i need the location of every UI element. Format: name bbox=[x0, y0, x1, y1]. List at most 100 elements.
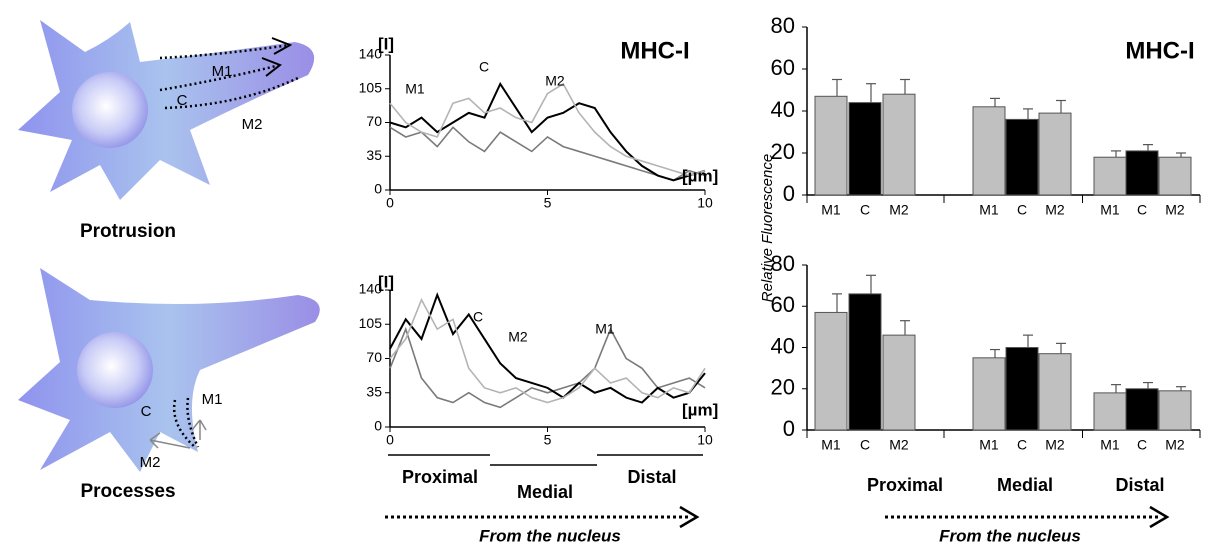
bar bbox=[1038, 112, 1072, 196]
bar bbox=[1038, 353, 1072, 431]
x-tick-label: 5 bbox=[544, 432, 552, 448]
bar bbox=[972, 357, 1006, 431]
series-label: C bbox=[473, 309, 483, 325]
group-label: Distal bbox=[627, 467, 676, 487]
y-tick-label: 0 bbox=[783, 181, 795, 206]
y-tick-label: 105 bbox=[359, 315, 383, 331]
x-axis-label: [µm] bbox=[682, 400, 718, 419]
y-tick-label: 60 bbox=[771, 292, 795, 317]
x-tick-label: 10 bbox=[697, 432, 713, 448]
y-axis-label: [I] bbox=[378, 34, 394, 53]
y-tick-label: 80 bbox=[771, 13, 795, 38]
x-tick-label: C bbox=[1017, 437, 1027, 453]
y-tick-label: 40 bbox=[771, 333, 795, 358]
x-tick-label: C bbox=[860, 437, 870, 453]
y-tick-label: 0 bbox=[374, 418, 382, 434]
x-tick-label: C bbox=[1137, 202, 1147, 218]
group-label: Medial bbox=[997, 475, 1053, 495]
x-tick-label: M1 bbox=[979, 437, 999, 453]
bar bbox=[1125, 388, 1159, 431]
caption: Processes bbox=[80, 481, 175, 502]
y-tick-label: 105 bbox=[359, 79, 383, 95]
y-tick-label: 40 bbox=[771, 97, 795, 122]
series-label: M1 bbox=[405, 81, 425, 97]
bar bbox=[1125, 150, 1159, 196]
group-label: Distal bbox=[1115, 475, 1164, 495]
group-label: Proximal bbox=[402, 467, 478, 487]
group-label: Proximal bbox=[867, 475, 943, 495]
x-tick-label: M2 bbox=[1045, 437, 1065, 453]
series-label: C bbox=[479, 59, 489, 75]
series-label: M2 bbox=[508, 329, 528, 345]
x-axis-label: [µm] bbox=[682, 166, 718, 185]
series-label: M1 bbox=[595, 321, 615, 337]
y-tick-label: 70 bbox=[366, 349, 382, 365]
y-tick-label: 140 bbox=[359, 281, 383, 297]
bar bbox=[1093, 156, 1127, 196]
cell-processes bbox=[18, 268, 320, 472]
series-line bbox=[389, 326, 706, 409]
y-tick-label: 60 bbox=[771, 55, 795, 80]
cell-protrusion bbox=[18, 20, 315, 200]
cell-label: C bbox=[177, 92, 188, 109]
cell-label: M2 bbox=[140, 454, 161, 471]
x-tick-label: M1 bbox=[1100, 437, 1120, 453]
series-line bbox=[389, 82, 706, 177]
direction-label: From the nucleus bbox=[939, 526, 1081, 545]
y-tick-label: 35 bbox=[366, 147, 382, 163]
bar bbox=[848, 102, 882, 196]
bar bbox=[1093, 392, 1127, 431]
bar bbox=[882, 334, 916, 431]
y-tick-label: 0 bbox=[374, 181, 382, 197]
x-tick-label: M1 bbox=[821, 437, 841, 453]
series-line bbox=[389, 292, 706, 404]
chart-title: MHC-I bbox=[1125, 37, 1194, 64]
arrow-head bbox=[1149, 505, 1170, 529]
caption: Protrusion bbox=[80, 221, 176, 242]
chart-title: MHC-I bbox=[620, 37, 689, 64]
x-tick-label: M1 bbox=[1100, 202, 1120, 218]
bar bbox=[1158, 156, 1192, 196]
x-tick-label: M2 bbox=[1165, 202, 1185, 218]
x-tick-label: 10 bbox=[697, 195, 713, 211]
x-tick-label: M1 bbox=[979, 202, 999, 218]
y-tick-label: 70 bbox=[366, 113, 382, 129]
y-tick-label: 80 bbox=[771, 251, 795, 276]
y-tick-label: 35 bbox=[366, 383, 382, 399]
x-tick-label: 0 bbox=[386, 432, 394, 448]
series-line bbox=[389, 297, 706, 404]
cell-label: M1 bbox=[202, 391, 223, 408]
x-tick-label: M2 bbox=[1045, 202, 1065, 218]
group-label: Medial bbox=[517, 482, 573, 502]
series-line bbox=[389, 126, 706, 182]
bar bbox=[1005, 347, 1039, 431]
cell-label: C bbox=[141, 403, 152, 420]
x-tick-label: 0 bbox=[386, 195, 394, 211]
bar bbox=[972, 106, 1006, 196]
bar bbox=[1158, 390, 1192, 431]
x-tick-label: M1 bbox=[821, 202, 841, 218]
x-tick-label: C bbox=[860, 202, 870, 218]
bar bbox=[848, 293, 882, 431]
bar bbox=[814, 95, 848, 196]
y-axis-label: Relative Fluorescence bbox=[759, 154, 776, 302]
x-tick-label: 5 bbox=[544, 195, 552, 211]
bar bbox=[882, 93, 916, 196]
bar bbox=[1005, 118, 1039, 196]
y-tick-label: 20 bbox=[771, 375, 795, 400]
x-tick-label: M2 bbox=[889, 437, 909, 453]
cell-label: M2 bbox=[242, 116, 263, 133]
x-tick-label: M2 bbox=[889, 202, 909, 218]
y-axis-label: [I] bbox=[378, 272, 394, 291]
x-tick-label: C bbox=[1137, 437, 1147, 453]
series-line bbox=[389, 81, 706, 182]
arrow-head bbox=[679, 505, 700, 529]
cell-label: M1 bbox=[212, 63, 233, 80]
series-label: M2 bbox=[545, 73, 565, 89]
y-tick-label: 0 bbox=[783, 416, 795, 441]
direction-label: From the nucleus bbox=[479, 526, 621, 545]
x-tick-label: C bbox=[1017, 202, 1027, 218]
bar bbox=[814, 311, 848, 431]
